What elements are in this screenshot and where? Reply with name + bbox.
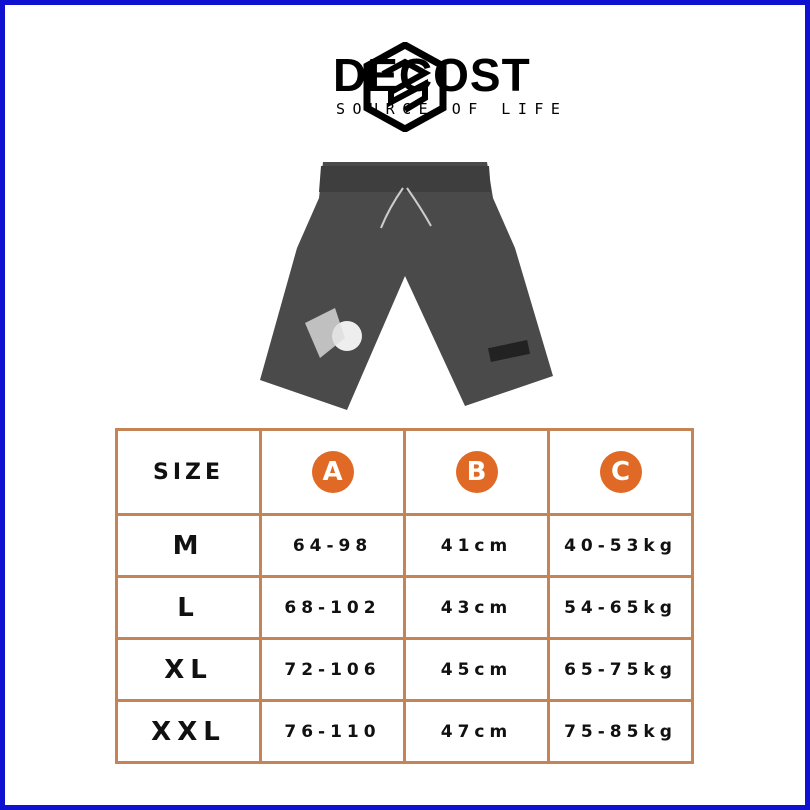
badge-c: C xyxy=(599,451,642,493)
size-cell: L xyxy=(115,575,262,640)
brand-tagline: SOURCE OF LIFE xyxy=(336,100,568,118)
table-row: XL 72-106 45cm 65-75kg xyxy=(115,637,694,702)
size-chart-table: SIZE A B C M 64-98 41cm 40-53kg L 68-102… xyxy=(115,428,694,764)
header-b: B xyxy=(403,428,550,516)
size-cell: XL xyxy=(115,637,262,702)
size-cell: M xyxy=(115,513,262,578)
a-cell: 68-102 xyxy=(259,575,406,640)
brand-name: DECOST xyxy=(333,49,531,101)
c-cell: 65-75kg xyxy=(547,637,694,702)
badge-b: B xyxy=(455,451,498,493)
size-cell: XXL xyxy=(115,699,262,764)
c-cell: 54-65kg xyxy=(547,575,694,640)
a-cell: 64-98 xyxy=(259,513,406,578)
c-cell: 40-53kg xyxy=(547,513,694,578)
table-header-row: SIZE A B C xyxy=(115,428,694,516)
table-row: L 68-102 43cm 54-65kg xyxy=(115,575,694,640)
b-cell: 45cm xyxy=(403,637,550,702)
shorts-product-image xyxy=(260,162,553,410)
header-a: A xyxy=(259,428,406,516)
a-cell: 76-110 xyxy=(259,699,406,764)
header-c: C xyxy=(547,428,694,516)
b-cell: 47cm xyxy=(403,699,550,764)
header-size: SIZE xyxy=(115,428,262,516)
b-cell: 43cm xyxy=(403,575,550,640)
brand-logo-icon xyxy=(363,42,447,132)
table-row: XXL 76-110 47cm 75-85kg xyxy=(115,699,694,764)
table-row: M 64-98 41cm 40-53kg xyxy=(115,513,694,578)
c-cell: 75-85kg xyxy=(547,699,694,764)
a-cell: 72-106 xyxy=(259,637,406,702)
badge-a: A xyxy=(311,451,354,493)
b-cell: 41cm xyxy=(403,513,550,578)
